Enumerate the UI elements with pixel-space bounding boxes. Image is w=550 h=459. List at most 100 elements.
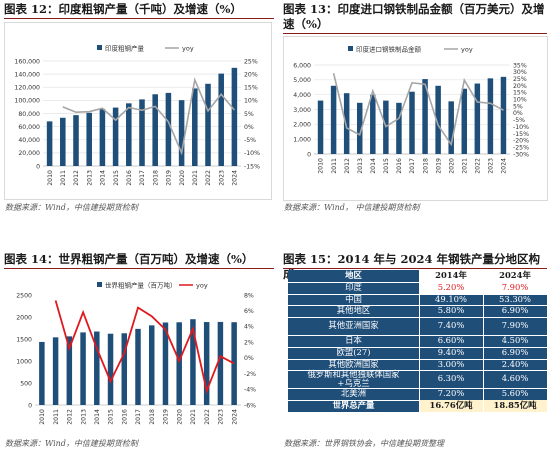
chart12-xtick-label: 2023 [218,170,225,186]
chart13-ytick-label: 6,000 [293,62,311,69]
table-cell-2024: 4.50% [501,334,529,345]
chart13-legend-line-label: yoy [461,46,473,54]
chart13-yoy-line [332,73,504,147]
table-cell-2024: 5.60% [501,388,529,398]
chart14-y2tick-label: 8% [244,292,254,299]
table-cell-2014: 16.76亿吨 [419,399,483,412]
chart13-y2tick-label: 0% [513,110,523,117]
chart14-bar [121,333,128,405]
chart14-rule [4,268,274,269]
chart13-bar [448,101,454,154]
table-cell-text: 其他地区 [336,305,371,316]
chart14-bar [66,336,73,405]
chart14-bar [135,328,141,405]
table-column-divider [419,270,420,412]
chart14-title: 图表 14：世界粗钢产量（百万吨）及增速（%） [4,252,254,266]
table-row: 世界总产量 16.76亿吨 18.85亿吨 [288,399,547,412]
chart13-bar [330,85,337,154]
chart13-xtick-label: 2021 [461,158,468,174]
chart12-bar [218,73,224,166]
chart13-frame: 印度进口钢铁制品金额 yoy 0 1,000 2,000 3,000 4,000 5,000 6… [283,36,548,201]
chart12-y2tick-label: 0% [244,124,254,131]
table-row-divider [288,399,547,401]
chart13-bar [422,79,428,154]
chart13-y2tick-label: 30% [513,69,527,76]
chart12-bar [139,99,145,166]
chart14-xtick-label: 2019 [163,409,170,425]
chart14-ytick-label: 2000 [16,314,32,321]
chart13-xtick-label: 2010 [318,158,325,174]
table-row-divider [288,358,547,360]
chart12-bar [152,94,158,166]
chart12-bar [99,108,106,166]
table-cell-2014: 7.40% [437,320,465,331]
chart14-bar [176,322,182,405]
chart12-rule [4,18,274,19]
chart12-y2tick-label: 10% [244,98,258,105]
chart13-ytick-label: 4,000 [293,92,311,99]
chart12-ytick-label: 120,000 [14,85,40,92]
chart12-xtick-label: 2019 [166,170,173,186]
chart14-y2tick-label: -2% [244,371,256,378]
chart14-xtick-label: 2012 [67,409,74,425]
table-row: 其他欧洲国家 3.00% 2.40% [288,359,547,371]
table-cell-region: 日本 [288,335,419,347]
chart12-xtick-label: 2010 [47,170,54,186]
chart14-xtick-label: 2015 [108,409,115,425]
table-cell-region: 中国 [288,294,419,306]
table-cell-text: 俄罗斯和其他独联体国家 [307,369,400,380]
chart13-bar [474,83,481,154]
chart14-legend-line-label: yoy [196,282,208,290]
chart13-source: 数据来源：Wind， 中信建投期货检制 [284,203,420,212]
table-row-divider [288,388,547,389]
chart14-xtick-label: 2017 [135,409,142,425]
chart13-xtick-label: 2020 [448,158,455,174]
chart13-ytick-label: 2,000 [293,122,311,129]
chart12-y2tick-label: 20% [244,71,258,78]
chart14-legend-bar-label: 世界粗钢产量（百万吨） [105,281,177,290]
chart14-ytick-label: 500 [20,380,32,387]
table-cell-2014: 3.00% [437,358,465,369]
chart12-ytick-label: 0 [36,163,40,170]
table-cell-2014: 6.60% [437,334,465,345]
chart13-y2tick-label: 25% [513,76,527,83]
chart12-y2tick-label: -15% [244,163,260,170]
chart14-y2tick-label: 6% [244,308,254,315]
chart13-xtick-label: 2013 [357,158,364,174]
chart12-bar [86,112,92,166]
chart14-y2tick-label: 0% [244,355,254,362]
chart14-xtick-label: 2011 [53,409,60,425]
chart13-xtick-label: 2018 [422,158,429,174]
table-cell-region: 地区 [288,270,419,282]
table-cell-2024: 7.90% [483,281,547,294]
table-cell-2014: 49.10% [435,293,467,304]
chart12-title: 图表 12：印度粗钢产量（千吨）及增速（%） [4,2,242,16]
table-cell-text: +乌克兰 [337,378,370,389]
table-cell-text: 日本 [345,334,362,345]
chart12-bar [205,83,211,166]
chart13-y2tick-label: -10% [513,124,529,131]
chart12-bar [112,107,119,166]
table-cell-2024: 2024年 [483,270,547,282]
chart13-xtick-label: 2014 [370,158,377,174]
table-cell-2014: 6.30% [437,373,465,384]
table-row: 印度 5.20% 7.90% [288,281,547,294]
chart12-bar [73,115,79,166]
table-row-divider [288,334,547,336]
chart13-ytick-label: 5,000 [293,77,311,84]
chart12-y2tick-label: 15% [244,85,258,92]
chart12-ytick-label: 40,000 [18,137,40,144]
chart13-y2tick-label: 15% [513,90,527,97]
table-cell-2024: 4.60% [501,373,529,384]
chart12-ytick-label: 80,000 [18,111,40,118]
chart13-bar [487,78,494,154]
chart12-xtick-label: 2013 [86,170,93,186]
chart14-yoy-line [54,300,235,394]
chart13-bar [370,94,376,154]
chart12-xtick-label: 2018 [152,170,159,186]
table-row-divider [288,305,547,307]
chart12-ytick-label: 100,000 [14,98,40,105]
table-cell-text: 地区 [345,270,362,280]
table-cell-text: 欧盟(27) [336,346,371,357]
chart13-ytick-label: 0 [307,151,311,158]
